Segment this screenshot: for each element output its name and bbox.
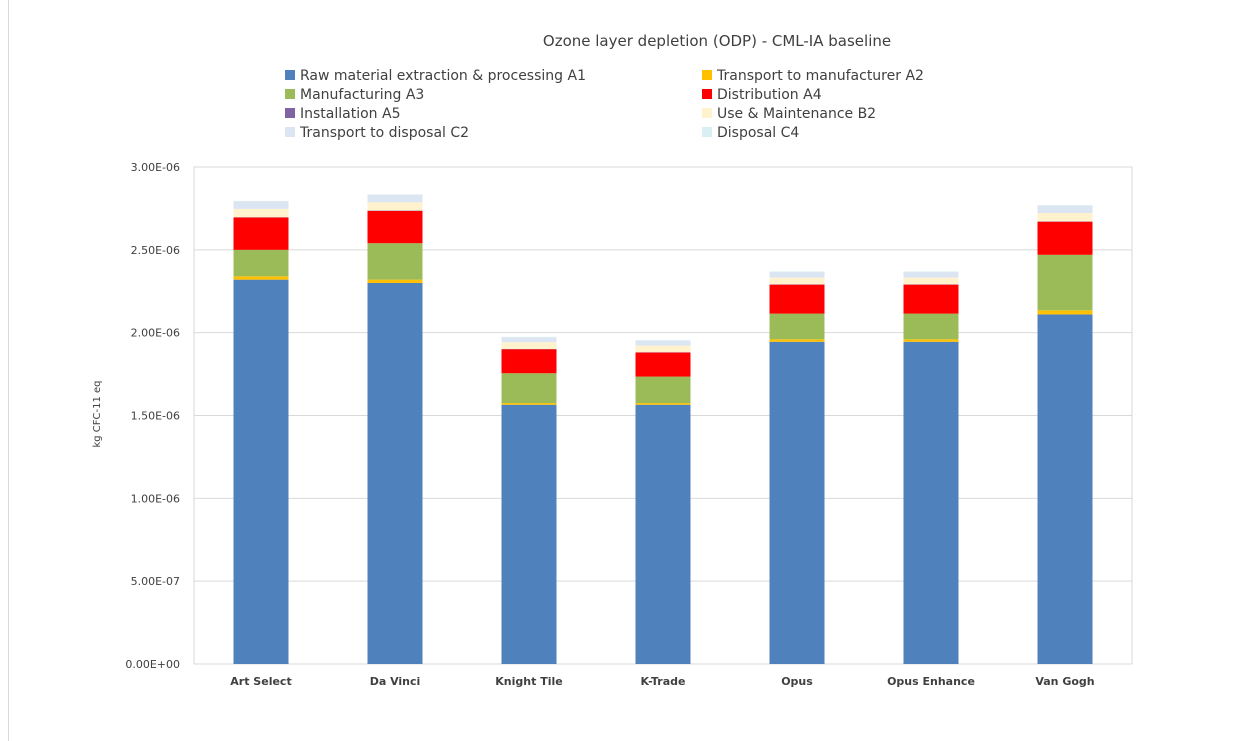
legend-label: Installation A5	[300, 106, 400, 122]
bar-segment	[233, 201, 289, 209]
bar-segment	[1037, 310, 1093, 315]
bar-segment	[769, 313, 825, 340]
bar-segment	[903, 284, 959, 314]
bar-segment	[769, 284, 825, 314]
legend-swatch	[285, 108, 295, 118]
bar-segment	[233, 276, 289, 280]
bar-segment	[1037, 221, 1093, 255]
x-tick-label: Opus	[781, 675, 813, 688]
y-tick-label: 2.00E-06	[131, 327, 180, 340]
bar-segment	[769, 271, 825, 278]
bar-segment	[1037, 254, 1093, 311]
bar-segment	[635, 345, 691, 353]
y-tick-label: 0.00E+00	[125, 658, 180, 671]
y-axis-ticks: 0.00E+00 5.00E-07 1.00E-06 1.50E-06 2.00E-06…	[125, 161, 180, 671]
x-tick-label: K-Trade	[641, 675, 686, 688]
bar-segment	[501, 349, 557, 374]
bar-segment	[501, 404, 557, 664]
legend-label: Transport to disposal C2	[299, 125, 469, 141]
legend-label: Use & Maintenance B2	[717, 106, 876, 122]
bar-segment	[903, 277, 959, 285]
legend-label: Manufacturing A3	[300, 87, 424, 103]
bar-segment	[367, 282, 423, 664]
bar-segment	[903, 339, 959, 342]
legend-swatch	[702, 127, 712, 137]
bar-segment	[903, 271, 959, 278]
legend-swatch	[702, 108, 712, 118]
bar-segment	[501, 373, 557, 404]
legend-swatch	[285, 70, 295, 80]
x-tick-label: Knight Tile	[495, 675, 562, 688]
y-tick-label: 5.00E-07	[131, 575, 180, 588]
bar-segment	[635, 376, 691, 404]
bar-segment	[367, 279, 423, 283]
y-tick-label: 2.50E-06	[131, 244, 180, 257]
bar-segment	[233, 208, 289, 218]
bar-segment	[635, 404, 691, 664]
y-tick-label: 3.00E-06	[131, 161, 180, 174]
bar-segment	[501, 342, 557, 349]
y-axis-label: kg CFC-11 eq	[92, 380, 103, 447]
y-tick-label: 1.50E-06	[131, 410, 180, 423]
bar-segment	[233, 249, 289, 277]
bar-segment	[903, 341, 959, 664]
chart-title: Ozone layer depletion (ODP) - CML-IA bas…	[543, 32, 891, 50]
legend-swatch	[285, 127, 295, 137]
x-tick-label: Da Vinci	[370, 675, 421, 688]
y-tick-label: 1.00E-06	[131, 492, 180, 505]
bar-segment	[367, 210, 423, 244]
x-tick-label: Opus Enhance	[887, 675, 975, 688]
bar-segment	[769, 277, 825, 285]
legend-swatch	[285, 89, 295, 99]
bar-segment	[501, 403, 557, 405]
legend-swatch	[702, 89, 712, 99]
bar-segment	[367, 202, 423, 211]
chart-frame	[8, 0, 1251, 741]
bar-segment	[1037, 205, 1093, 214]
bar-segment	[233, 217, 289, 250]
bar-segment	[769, 339, 825, 342]
bar-segment	[367, 243, 423, 280]
bar-segment	[769, 341, 825, 664]
x-axis-ticks: Art Select Da Vinci Knight Tile K-Trade Opus…	[230, 675, 1094, 688]
bar-segment	[635, 403, 691, 405]
bar-segment	[1037, 314, 1093, 664]
legend-label: Disposal C4	[717, 125, 799, 141]
x-tick-label: Art Select	[230, 675, 291, 688]
legend: Raw material extraction & processing A1 T…	[285, 68, 924, 141]
bar-segment	[233, 279, 289, 664]
legend-label: Raw material extraction & processing A1	[300, 68, 586, 84]
legend-label: Transport to manufacturer A2	[716, 68, 924, 84]
bar-segment	[903, 313, 959, 340]
bar-segment	[367, 194, 423, 203]
legend-label: Distribution A4	[717, 87, 822, 103]
x-tick-label: Van Gogh	[1035, 675, 1094, 688]
bar-segment	[501, 337, 557, 343]
bar-segment	[635, 352, 691, 377]
bars	[233, 194, 1093, 664]
bar-segment	[1037, 213, 1093, 222]
legend-swatch	[702, 70, 712, 80]
bar-segment	[635, 340, 691, 346]
